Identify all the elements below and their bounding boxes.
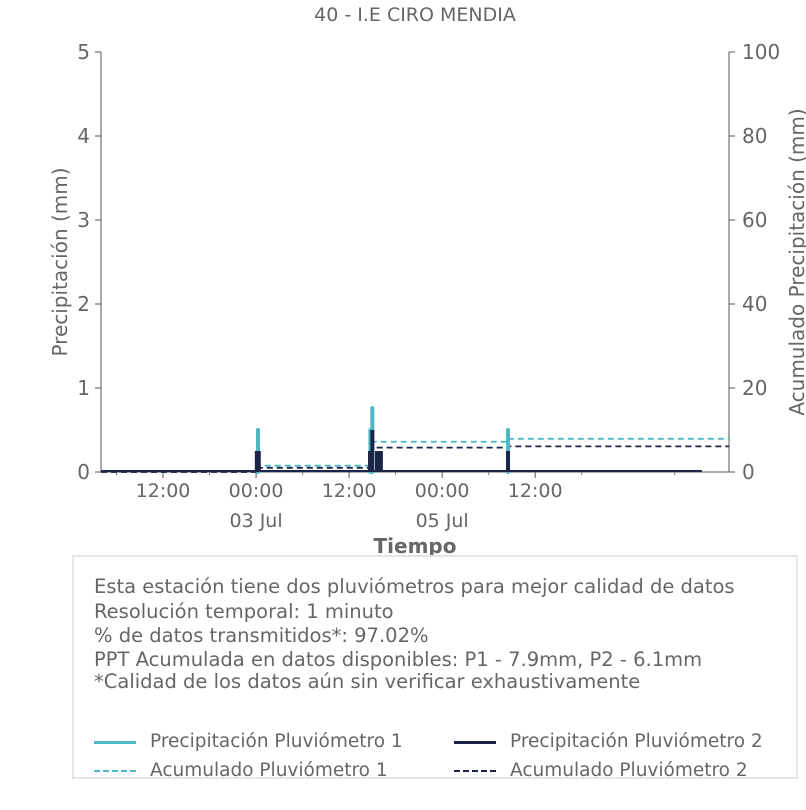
info-line-quality-note: *Calidad de los datos aún sin verificar … <box>94 670 641 693</box>
x-tick-label: 12:00 <box>322 480 377 502</box>
y2-tick-label: 20 <box>742 376 767 400</box>
x-axis-label: Tiempo <box>374 534 457 558</box>
y-tick-label: 0 <box>77 460 90 484</box>
legend-label: Precipitación Pluviómetro 1 <box>150 731 403 752</box>
info-line-resolution: Resolución temporal: 1 minuto <box>94 600 394 623</box>
y2-tick-label: 80 <box>742 124 767 148</box>
chart-title: 40 - I.E CIRO MENDIA <box>314 4 516 26</box>
y-axis-label: Precipitación (mm) <box>48 167 72 356</box>
cumulative-p1-line <box>101 437 729 473</box>
x-tick-label: 12:00 <box>136 480 191 502</box>
y2-tick-label: 0 <box>742 460 755 484</box>
info-box: Esta estación tiene dos pluviómetros par… <box>72 555 798 781</box>
y2-tick-label: 60 <box>742 208 767 232</box>
x-tick-label: 00:00 <box>229 480 284 502</box>
y2-axis-label: Acumulado Precipitación (mm) <box>785 108 806 415</box>
y-tick-label: 4 <box>77 124 90 148</box>
y-tick-label: 1 <box>77 376 90 400</box>
y-tick-label: 5 <box>77 40 90 64</box>
x-tick-sublabel: 03 Jul <box>229 510 282 532</box>
y-tick-label: 2 <box>77 292 90 316</box>
y-tick-label: 3 <box>77 208 90 232</box>
x-tick-label: 12:00 <box>508 480 563 502</box>
legend-swatch-cum-p1 <box>94 770 136 772</box>
info-line-accumulated: PPT Acumulada en datos disponibles: P1 -… <box>94 648 703 671</box>
legend-swatch-precip-p1 <box>94 741 136 744</box>
legend-label: Acumulado Pluviómetro 2 <box>510 760 748 781</box>
legend-swatch-cum-p2 <box>454 770 496 772</box>
legend-swatch-precip-p2 <box>454 741 496 744</box>
legend-label: Precipitación Pluviómetro 2 <box>510 731 763 752</box>
legend-label: Acumulado Pluviómetro 1 <box>150 760 388 781</box>
y2-tick-label: 40 <box>742 292 767 316</box>
y2-tick-label: 100 <box>742 40 780 64</box>
info-line-dual-gauge: Esta estación tiene dos pluviómetros par… <box>94 575 735 598</box>
cumulative-p2-line <box>101 445 729 473</box>
x-tick-sublabel: 05 Jul <box>416 510 469 532</box>
x-tick-label: 00:00 <box>415 480 470 502</box>
info-line-transmitted: % de datos transmitidos*: 97.02% <box>94 624 429 647</box>
